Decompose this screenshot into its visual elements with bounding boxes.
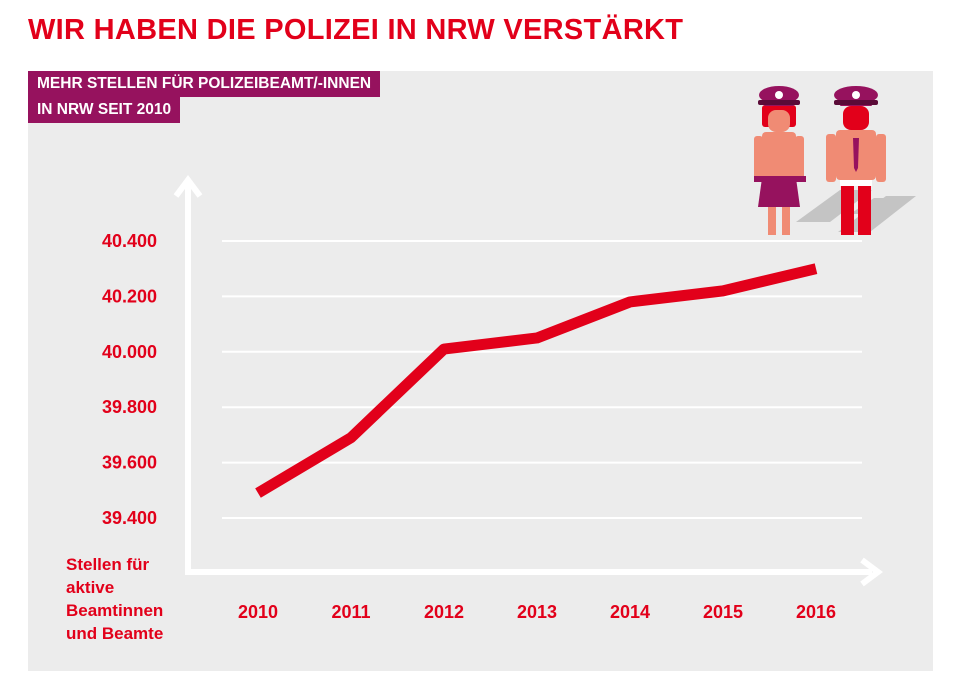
y-axis-label-line: Stellen für — [66, 555, 150, 574]
x-tick-label: 2016 — [796, 602, 836, 622]
x-tick-labels: 2010 2011 2012 2013 2014 2015 2016 — [238, 602, 836, 622]
y-tick-label: 39.600 — [102, 453, 157, 473]
series-layer — [255, 263, 818, 498]
police-figures-illustration — [754, 86, 916, 235]
y-tick-label: 40.200 — [102, 286, 157, 306]
figure-shadow — [796, 190, 916, 232]
gridlines — [222, 240, 862, 519]
x-tick-label: 2012 — [424, 602, 464, 622]
y-tick-label: 39.400 — [102, 508, 157, 528]
x-tick-label: 2014 — [610, 602, 650, 622]
series-line — [255, 263, 818, 498]
x-tick-label: 2011 — [331, 602, 370, 622]
x-axis-arrow — [860, 557, 883, 587]
chart-subtitle-line-2: IN NRW SEIT 2010 — [28, 97, 181, 123]
axes — [173, 175, 883, 587]
y-tick-label: 40.000 — [102, 342, 157, 362]
policewoman-icon — [754, 86, 806, 235]
y-axis-label: Stellen für aktive Beamtinnen und Beamte — [66, 555, 163, 643]
y-tick-label: 39.800 — [102, 397, 157, 417]
x-tick-label: 2015 — [703, 602, 743, 622]
y-axis-label-line: aktive — [66, 578, 114, 597]
x-tick-label: 2010 — [238, 602, 278, 622]
y-axis-label-line: Beamtinnen — [66, 601, 163, 620]
y-tick-label: 40.400 — [102, 231, 157, 251]
x-tick-label: 2013 — [517, 602, 557, 622]
y-tick-labels: 39.400 39.600 39.800 40.000 40.200 40.400 — [102, 231, 157, 528]
y-axis-label-line: und Beamte — [66, 624, 163, 643]
chart-subtitle-line-1: MEHR STELLEN FÜR POLIZEIBEAMT/-INNEN — [28, 71, 381, 97]
y-axis-arrow — [173, 175, 203, 198]
policeman-icon — [826, 86, 886, 235]
page-title: WIR HABEN DIE POLIZEI IN NRW VERSTÄRKT — [28, 14, 684, 46]
